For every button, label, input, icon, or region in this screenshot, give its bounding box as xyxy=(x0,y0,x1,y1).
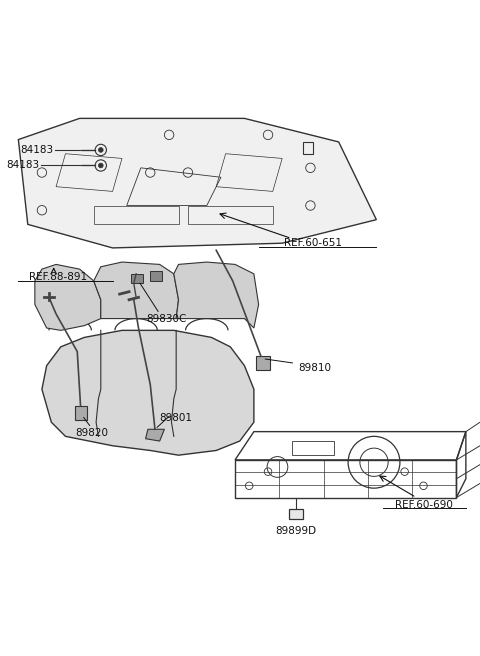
Polygon shape xyxy=(145,429,164,441)
Polygon shape xyxy=(132,274,143,283)
Polygon shape xyxy=(42,331,254,455)
Text: REF.60-651: REF.60-651 xyxy=(284,238,342,248)
Text: 89830C: 89830C xyxy=(146,314,187,323)
Text: 89899D: 89899D xyxy=(276,525,317,535)
Text: 89810: 89810 xyxy=(299,363,332,373)
Polygon shape xyxy=(75,405,87,420)
Text: 84183: 84183 xyxy=(21,145,54,155)
Polygon shape xyxy=(150,272,162,281)
Text: REF.88-891: REF.88-891 xyxy=(29,272,87,282)
Text: REF.60-690: REF.60-690 xyxy=(395,500,453,510)
Circle shape xyxy=(98,163,103,168)
Polygon shape xyxy=(35,264,101,331)
Polygon shape xyxy=(18,118,376,248)
Circle shape xyxy=(98,148,103,152)
Polygon shape xyxy=(174,262,259,328)
Polygon shape xyxy=(289,509,303,519)
Text: 89820: 89820 xyxy=(75,428,108,438)
Polygon shape xyxy=(256,356,270,371)
Text: 84183: 84183 xyxy=(6,161,39,171)
Polygon shape xyxy=(94,262,179,319)
Text: 89801: 89801 xyxy=(160,413,192,423)
